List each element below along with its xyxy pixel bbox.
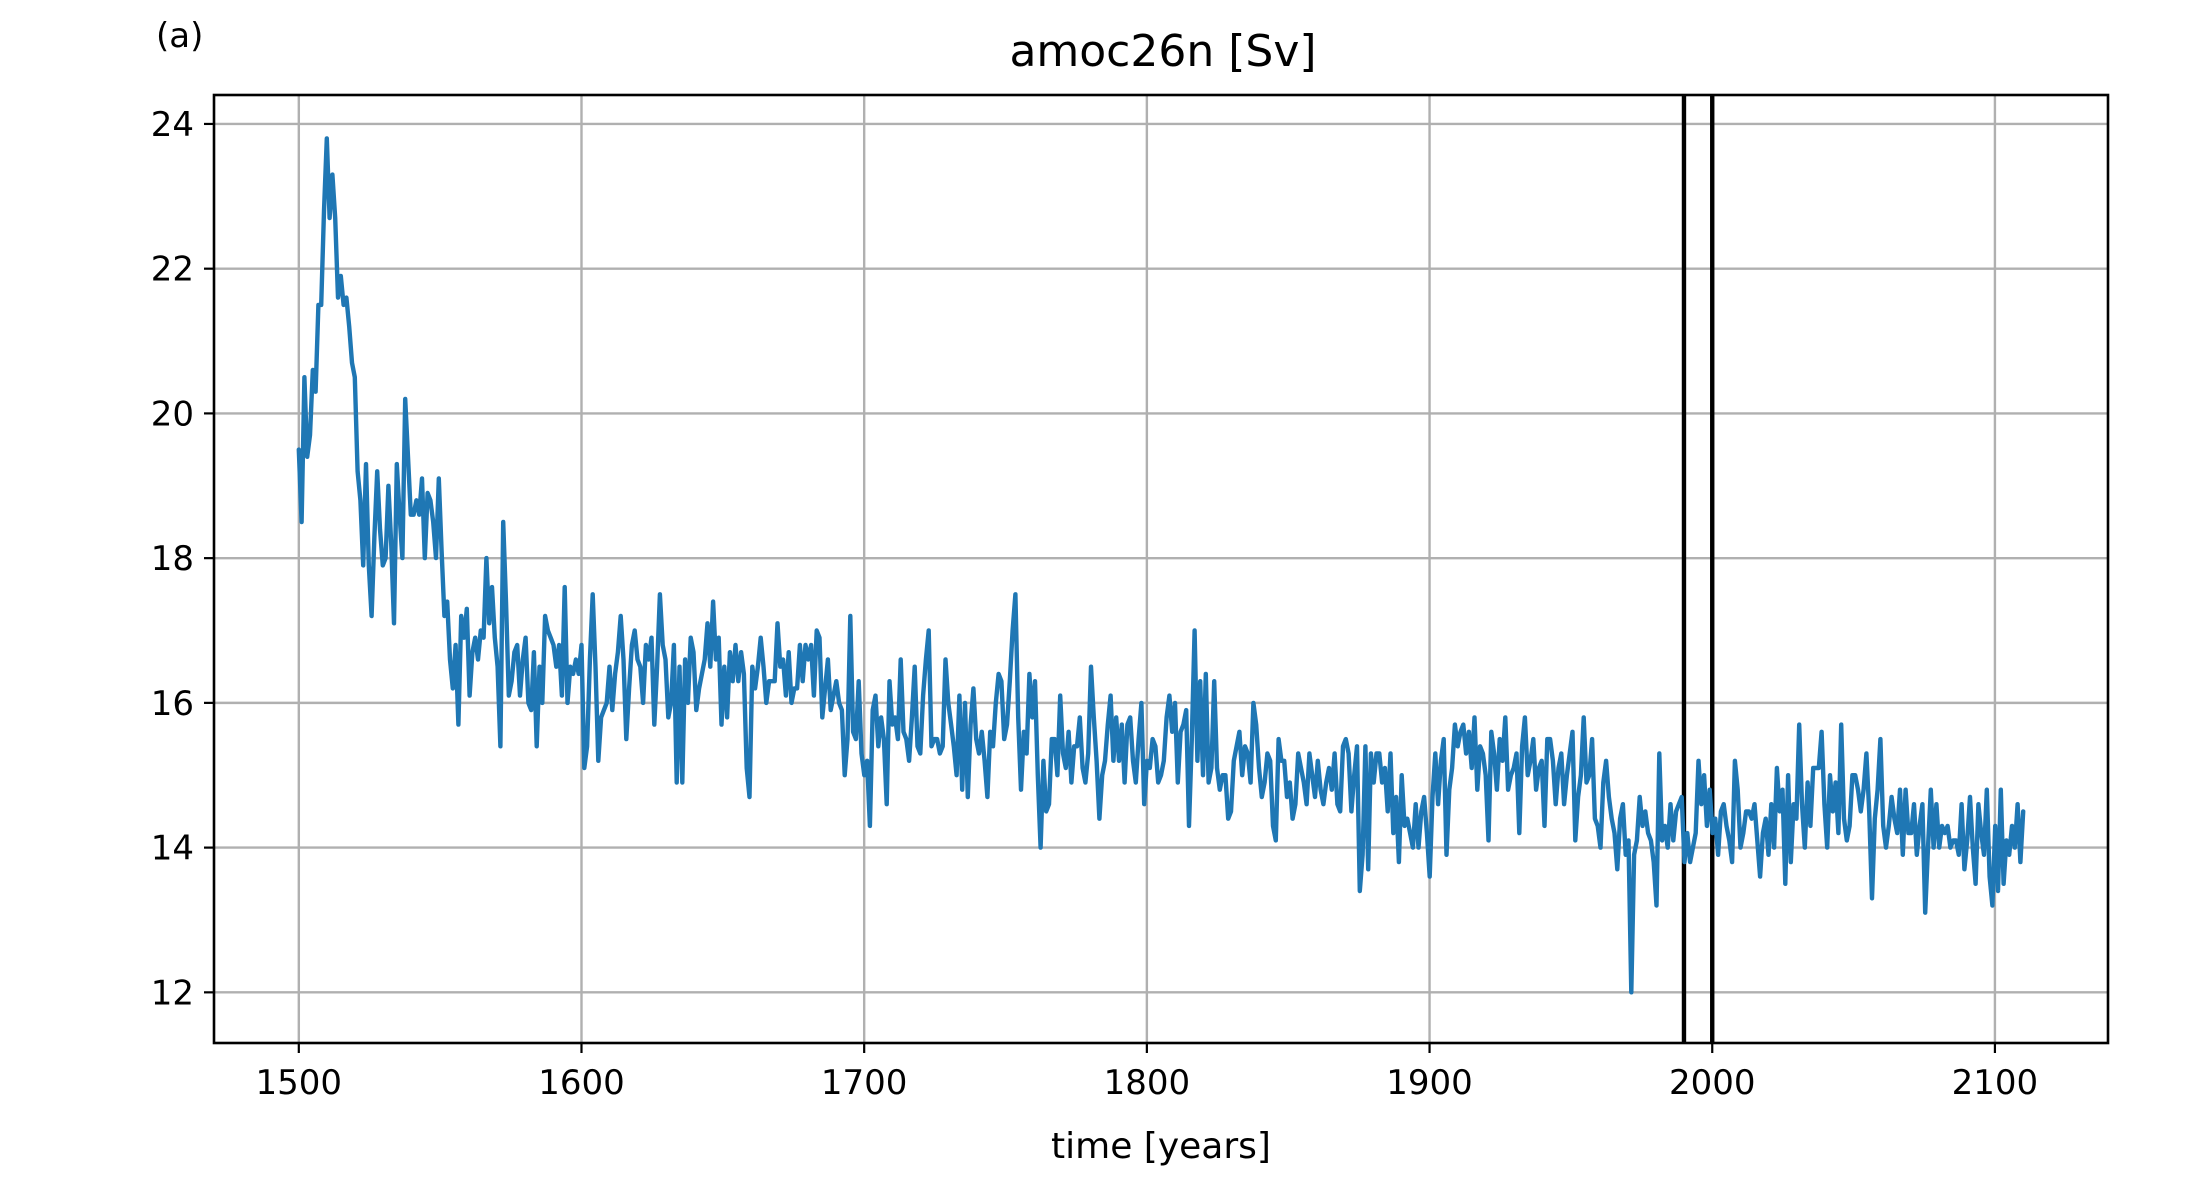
y-axis: 12 14 16 18 20 22 24 (151, 105, 214, 1013)
y-tick-label: 20 (151, 394, 194, 434)
panel-label: (a) (156, 16, 203, 56)
y-tick-label: 18 (151, 539, 194, 579)
y-tick-label: 16 (151, 684, 194, 724)
y-tick-label: 22 (151, 250, 194, 290)
x-tick-label: 1600 (538, 1063, 625, 1103)
y-tick-label: 12 (151, 973, 194, 1013)
x-axis: 1500 1600 1700 1800 1900 2000 2100 (256, 1043, 2039, 1103)
plot-area (296, 136, 2026, 995)
x-tick-label: 1800 (1104, 1063, 1191, 1103)
axes-frame (212, 93, 2110, 1045)
chart-title: amoc26n [Sv] (1009, 26, 1316, 77)
grid-lines (214, 95, 2108, 1043)
x-tick-label: 2100 (1952, 1063, 2039, 1103)
series-line-amoc26n (296, 136, 2026, 995)
x-axis-label: time [years] (1051, 1126, 1271, 1167)
x-tick-label: 1900 (1386, 1063, 1473, 1103)
x-tick-label: 1700 (821, 1063, 908, 1103)
y-tick-label: 14 (151, 829, 194, 869)
x-tick-label: 1500 (256, 1063, 343, 1103)
y-tick-label: 24 (151, 105, 194, 145)
x-tick-label: 2000 (1669, 1063, 1756, 1103)
reference-lines (1681, 95, 1715, 1043)
